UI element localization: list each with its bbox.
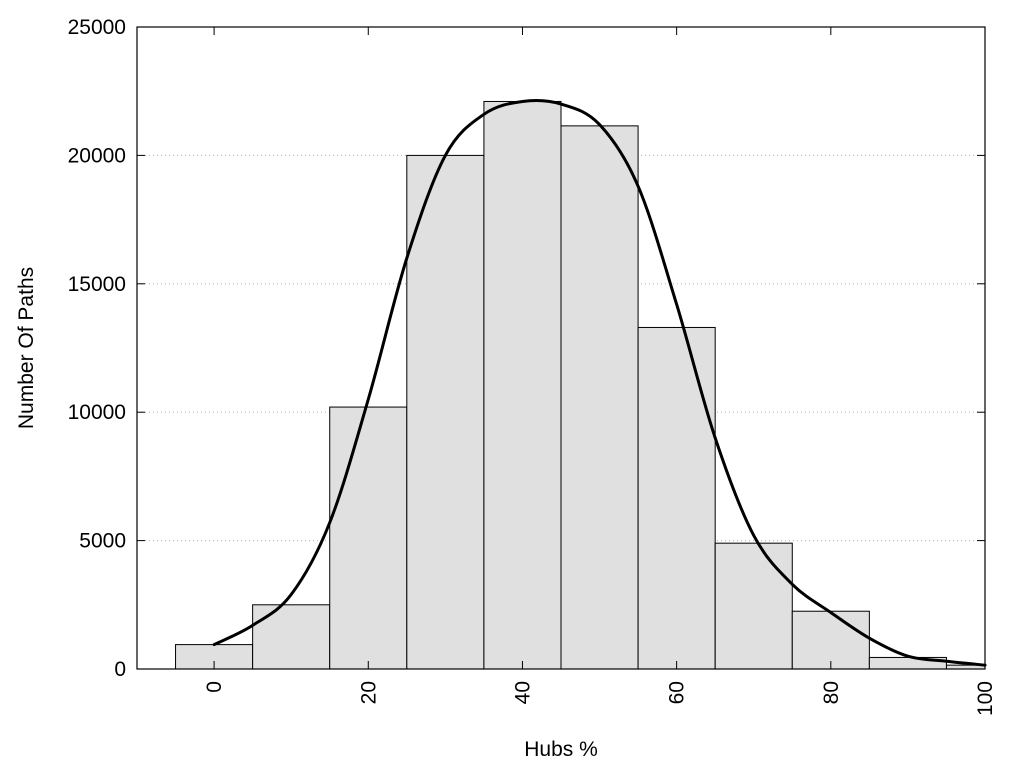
histogram-bar bbox=[560, 125, 639, 670]
histogram-bar bbox=[791, 610, 870, 670]
y-tick-label: 10000 bbox=[68, 401, 126, 424]
x-tick-label: 100 bbox=[974, 681, 997, 716]
histogram-bar bbox=[714, 542, 793, 670]
x-axis-label: Hubs % bbox=[524, 738, 598, 761]
x-axis-ticks: 0 20 40 60 80 100 bbox=[203, 27, 997, 716]
density-curve bbox=[212, 99, 987, 667]
x-tick-label: 40 bbox=[511, 681, 534, 704]
density-curve-line bbox=[212, 99, 987, 667]
x-tick-label: 20 bbox=[357, 681, 380, 704]
y-tick-label: 0 bbox=[114, 658, 126, 681]
histogram-bar bbox=[483, 100, 562, 670]
y-tick-label: 25000 bbox=[68, 16, 126, 39]
histogram-bar bbox=[252, 604, 331, 670]
plot-area-frame bbox=[136, 26, 986, 670]
histogram-bar bbox=[406, 154, 485, 670]
y-axis-ticks: 0 5000 10000 15000 20000 25000 bbox=[68, 16, 985, 681]
y-tick-label: 5000 bbox=[79, 530, 126, 553]
y-tick-label: 20000 bbox=[68, 144, 126, 167]
histogram-bar bbox=[637, 326, 716, 670]
x-tick-label: 60 bbox=[666, 681, 689, 704]
y-tick-label: 15000 bbox=[68, 273, 126, 296]
y-axis-label: Number Of Paths bbox=[15, 267, 38, 429]
x-tick-label: 0 bbox=[203, 681, 226, 693]
x-tick-label: 80 bbox=[820, 681, 843, 704]
histogram-bar bbox=[329, 406, 408, 670]
